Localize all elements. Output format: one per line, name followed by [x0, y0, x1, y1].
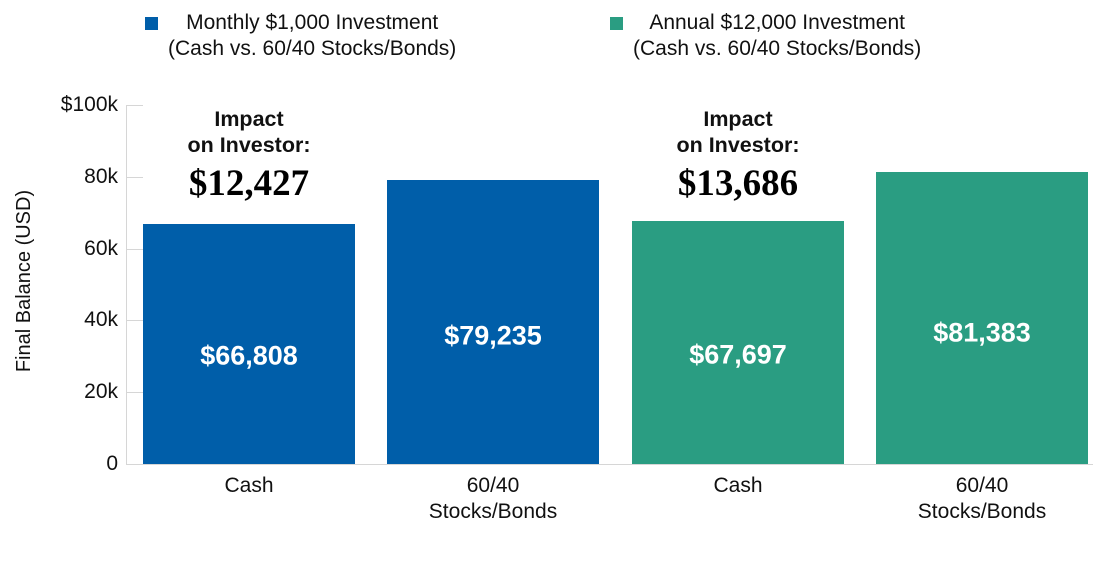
x-axis-category-label-line: Stocks/Bonds — [428, 500, 558, 523]
impact-annotation-heading-line: Impact — [703, 107, 773, 131]
legend-swatch-annual-icon — [610, 17, 623, 30]
x-axis-category-label: Cash — [616, 473, 860, 499]
y-axis-tick-mark — [126, 105, 143, 106]
x-axis-category-label: Cash — [127, 473, 371, 499]
legend-label-monthly-line1: Monthly $1,000 Investment — [186, 11, 439, 34]
impact-annotation-heading-line: on Investor: — [187, 133, 311, 157]
bar-value-label: $67,697 — [689, 339, 787, 370]
legend-item-monthly: Monthly $1,000 Investment (Cash vs. 60/4… — [145, 10, 456, 62]
x-axis-category-label: 60/40 Stocks/Bonds — [371, 473, 615, 525]
impact-annotation-value: $13,686 — [677, 163, 799, 204]
y-axis-tick-label: 20k — [84, 380, 118, 404]
legend-label-annual-line2: (Cash vs. 60/40 Stocks/Bonds) — [633, 37, 922, 60]
y-axis-tick-mark — [126, 320, 143, 322]
bar-value-label: $81,383 — [933, 317, 1031, 348]
y-axis-tick-mark — [126, 392, 143, 394]
y-axis-tick-label: $100k — [60, 93, 118, 116]
legend-label-monthly: Monthly $1,000 Investment (Cash vs. 60/4… — [168, 10, 456, 62]
bar-3-cash: $67,697 — [632, 221, 844, 464]
impact-annotation-heading-line: on Investor: — [676, 133, 800, 157]
y-axis-tick-mark — [126, 176, 143, 178]
x-axis-line — [126, 464, 1093, 465]
impact-annotation-heading: Impact on Investor: — [598, 106, 878, 158]
impact-annotation: Impact on Investor: $12,427 — [109, 106, 389, 204]
y-axis-tick-mark — [126, 248, 143, 250]
bar-2-6040-stocksbonds: $79,235 — [387, 180, 599, 464]
x-axis-category-label-line: Cash — [224, 474, 274, 497]
impact-annotation: Impact on Investor: $13,686 — [598, 106, 878, 204]
legend-swatch-monthly-icon — [145, 17, 158, 30]
legend-label-annual: Annual $12,000 Investment (Cash vs. 60/4… — [633, 10, 921, 62]
x-axis-category-label-line: 60/40 — [955, 474, 1009, 497]
x-axis-category-label-line: Cash — [713, 474, 763, 497]
bar-1-cash: $66,808 — [143, 224, 355, 464]
y-axis-line — [126, 105, 127, 464]
impact-annotation-heading: Impact on Investor: — [109, 106, 389, 158]
x-axis-category-label-line: Stocks/Bonds — [917, 500, 1047, 523]
y-axis-tick-label: 60k — [84, 236, 118, 260]
impact-annotation-value: $12,427 — [188, 163, 310, 204]
legend-item-annual: Annual $12,000 Investment (Cash vs. 60/4… — [610, 10, 921, 62]
impact-annotation-heading-line: Impact — [214, 107, 284, 131]
legend-label-monthly-line2: (Cash vs. 60/40 Stocks/Bonds) — [168, 37, 457, 60]
x-axis-category-label: 60/40 Stocks/Bonds — [860, 473, 1100, 525]
bar-value-label: $66,808 — [200, 340, 298, 371]
bar-4-6040-stocksbonds: $81,383 — [876, 172, 1088, 464]
y-axis-tick-label: 80k — [84, 164, 118, 188]
x-axis-category-label-line: 60/40 — [466, 474, 520, 497]
y-axis-tick-label: 0 — [106, 452, 118, 475]
legend-label-annual-line1: Annual $12,000 Investment — [649, 11, 905, 34]
bar-value-label: $79,235 — [444, 320, 542, 351]
y-axis-tick-label: 40k — [84, 308, 118, 332]
